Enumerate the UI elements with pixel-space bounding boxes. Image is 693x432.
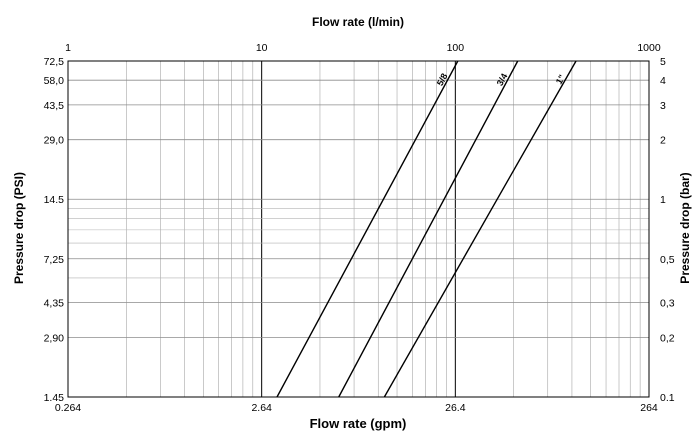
left-axis-tick-label: 29,0: [44, 135, 65, 147]
series-label: 1": [554, 73, 567, 86]
right-axis-tick-label: 0,5: [660, 254, 675, 266]
series-label: 3/4: [495, 72, 510, 88]
series-line: [276, 60, 459, 398]
left-axis-title: Pressure drop (PSI): [12, 172, 26, 284]
right-axis-tick-label: 1: [660, 194, 666, 206]
grid: [67, 61, 649, 397]
right-axis-tick-label: 0.1: [660, 392, 675, 404]
bottom-axis-tick-label: 0.264: [55, 402, 81, 414]
right-axis-tick-label: 5: [660, 56, 666, 68]
series-line: [383, 60, 577, 398]
plot-frame: [67, 60, 650, 398]
series-line: [338, 60, 519, 398]
top-axis-title: Flow rate (l/min): [312, 15, 404, 29]
tick-labels: 1 10 100 1000 0.264 2.64 26.4 264 1.45 2,90 4,35 7,…: [44, 42, 675, 414]
left-axis-tick-label: 2,90: [44, 332, 65, 344]
left-axis-tick-label: 4,35: [44, 298, 65, 310]
left-axis-tick-label: 1.45: [44, 392, 65, 404]
right-axis-title: Pressure drop (bar): [678, 172, 692, 283]
left-axis-tick-label: 72,5: [44, 56, 65, 68]
series-label: 5/8: [435, 72, 450, 88]
top-axis-tick-label: 1: [65, 42, 71, 54]
bottom-axis-title: Flow rate (gpm): [310, 416, 407, 431]
top-axis-tick-label: 100: [447, 42, 465, 54]
bottom-axis-tick-label: 26.4: [445, 402, 466, 414]
bottom-axis-tick-label: 2.64: [251, 402, 272, 414]
left-axis-tick-label: 43,5: [44, 100, 65, 112]
left-axis-tick-label: 58,0: [44, 75, 65, 87]
top-axis-tick-label: 1000: [637, 42, 661, 54]
left-axis-tick-label: 7,25: [44, 254, 65, 266]
bottom-axis-tick-label: 264: [640, 402, 658, 414]
left-axis-tick-label: 14.5: [44, 194, 65, 206]
right-axis-tick-label: 0,3: [660, 298, 675, 310]
right-axis-tick-label: 3: [660, 100, 666, 112]
right-axis-tick-label: 2: [660, 135, 666, 147]
top-axis-tick-label: 10: [256, 42, 268, 54]
series-lines: 5/8 3/4 1": [276, 60, 577, 398]
right-axis-tick-label: 4: [660, 75, 666, 87]
right-axis-tick-label: 0,2: [660, 332, 675, 344]
